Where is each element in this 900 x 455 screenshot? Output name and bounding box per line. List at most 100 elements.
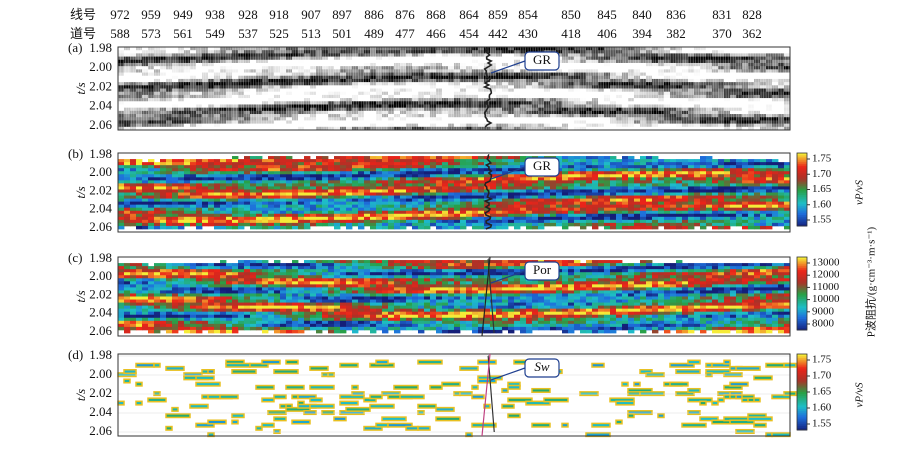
image-cell [478,59,485,64]
image-cell [244,94,251,99]
y-axis-label: t/s [73,186,88,198]
image-cell [526,201,533,206]
image-cell [616,59,623,64]
image-cell [274,216,281,221]
image-cell [442,192,449,196]
image-cell [532,204,539,209]
image-cell [508,165,515,169]
image-cell [340,207,347,212]
image-cell [544,110,551,115]
image-cell [304,171,311,175]
image-cell [556,180,563,184]
image-cell [580,107,587,112]
image-cell [754,94,761,99]
image-cell [544,78,551,83]
image-cell [442,94,449,99]
image-cell [388,183,395,187]
image-cell [532,82,539,86]
image-cell [214,123,221,128]
image-cell [166,114,173,118]
image-cell [322,168,329,172]
image-cell [214,225,221,230]
image-cell [328,62,335,67]
image-cell [274,85,281,89]
image-cell [274,192,281,196]
image-cell [340,91,347,96]
image-cell [262,101,269,105]
image-cell [358,168,365,172]
image-cell [556,204,563,209]
image-cell [370,168,377,172]
image-cell [754,91,761,96]
image-cell [172,210,179,215]
image-cell [364,126,371,131]
image-cell [742,72,749,77]
image-cell [574,62,581,67]
image-cell [286,110,293,115]
image-cell [526,78,533,83]
image-cell [418,183,425,187]
image-cell [490,225,497,230]
image-cell [316,104,323,109]
image-cell [292,192,299,196]
image-cell [448,189,455,193]
image-cell [670,98,677,102]
image-cell [388,78,395,83]
image-cell [304,50,311,54]
image-cell [466,219,473,224]
image-cell [544,192,551,196]
image-cell [502,201,509,206]
image-cell [622,126,629,131]
image-cell [496,207,503,212]
y-tick-label: 2.06 [89,219,112,234]
image-cell [406,201,413,206]
image-cell [130,219,137,224]
image-cell [670,123,677,128]
image-cell [184,59,191,64]
image-cell [370,174,377,178]
trace-label: 道号 [70,26,96,41]
image-cell [358,66,365,70]
image-cell [334,180,341,184]
wiggle-trace [350,46,352,131]
image-cell [496,195,503,199]
image-cell [166,198,173,203]
image-cell [274,117,281,121]
image-cell [586,69,593,73]
image-cell [196,53,203,57]
image-cell [250,189,257,193]
image-cell [160,180,167,184]
image-cell [778,66,785,70]
image-cell [508,171,515,175]
image-cell [322,156,329,160]
image-cell [454,225,461,230]
image-cell [130,180,137,184]
image-cell [214,69,221,73]
image-cell [352,104,359,109]
image-cell [520,210,527,215]
image-cell [364,162,371,166]
image-cell [490,120,497,125]
image-cell [286,91,293,96]
image-cell [214,204,221,209]
image-cell [544,222,551,227]
image-cell [226,85,233,89]
image-cell [550,213,557,218]
image-cell [574,91,581,96]
image-cell [298,126,305,131]
image-cell [772,114,779,118]
image-cell [382,162,389,166]
image-cell [442,186,449,190]
image-cell [286,171,293,175]
image-cell [196,225,203,230]
image-cell [478,216,485,221]
image-cell [388,62,395,67]
image-cell [202,114,209,118]
image-cell [412,219,419,224]
wiggle-trace [197,46,200,131]
image-cell [496,101,503,105]
image-cell [544,75,551,80]
wiggle-trace [522,46,525,131]
image-cell [352,177,359,181]
image-cell [196,94,203,99]
